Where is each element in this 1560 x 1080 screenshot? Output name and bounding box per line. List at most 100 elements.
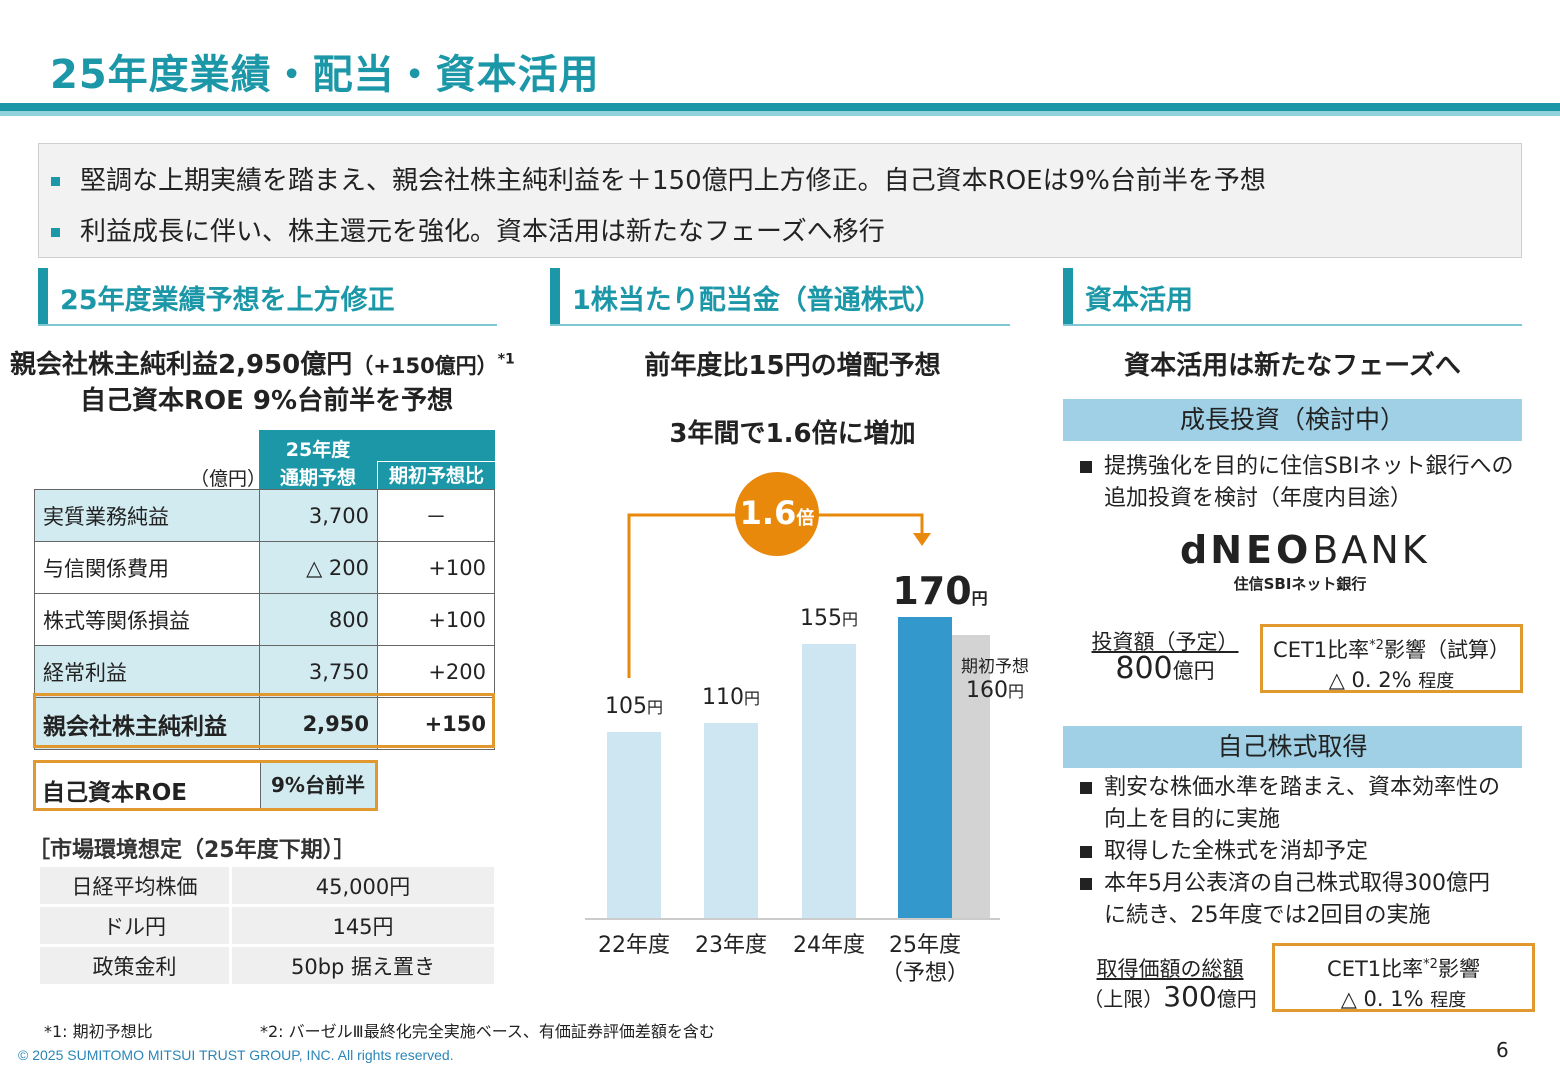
market-label: ドル円 (37, 904, 232, 947)
amount-prefix: （上限） (1083, 987, 1164, 1011)
bullet-text: 追加投資を検討（年度内目途） (1104, 486, 1413, 511)
left-headline-2: 自己資本ROE 9%台前半を予想 (80, 386, 454, 416)
bullet-text: 提携強化を目的に住信SBIネット銀行への (1104, 454, 1514, 479)
page-number: 6 (1496, 1038, 1509, 1062)
row-value: 2,950 (259, 697, 378, 750)
cet-suffix: 程度 (1418, 671, 1455, 692)
footnote-1: *1: 期初予想比 (44, 1022, 153, 1041)
summary-text: 利益成長に伴い、株主還元を強化。資本活用は新たなフェーズへ移行 (80, 217, 885, 247)
neobank-logo: dNEOBANK (1180, 528, 1430, 572)
results-table: 実質業務純益 3,700 － 与信関係費用 △ 200 +100 株式等関係損益 800 +… (34, 489, 495, 750)
growth-bullet: 提携強化を目的に住信SBIネット銀行への (1080, 451, 1514, 483)
bullet-text: 割安な株価水準を踏まえ、資本効率性の (1104, 775, 1501, 800)
capital-headline: 資本活用は新たなフェーズへ (1124, 351, 1461, 381)
invest-amount-label: 投資額（予定） (1091, 630, 1239, 654)
cet1-impact-box: CET1比率*2影響 △ 0. 1% 程度 (1272, 943, 1535, 1012)
cet-value: △ 0. 1% (1340, 987, 1424, 1011)
section-header-results: 25年度業績予想を上方修正 (38, 268, 497, 326)
badge-value: 1.6 (739, 494, 797, 532)
row-diff: +100 (377, 593, 495, 646)
cet-suffix: 程度 (1430, 990, 1467, 1011)
section-title: 25年度業績予想を上方修正 (60, 285, 395, 316)
cet1-impact-box: CET1比率*2影響（試算） △ 0. 2% 程度 (1260, 624, 1523, 693)
table-row-highlight: 親会社株主純利益 2,950 +150 (34, 697, 495, 750)
summary-bullet: 利益成長に伴い、株主還元を強化。資本活用は新たなフェーズへ移行 (51, 211, 885, 248)
buyback-bullet: 割安な株価水準を踏まえ、資本効率性の (1080, 772, 1500, 804)
amount-value: 800 (1115, 651, 1173, 686)
x-tick-label: 22年度 (598, 933, 670, 958)
left-headline-1: 親会社株主純利益2,950億円（+150億円）*1 (10, 344, 515, 381)
table-row: 政策金利 50bp 据え置き (37, 944, 497, 987)
buyback-title: 自己株式取得 (1063, 726, 1522, 768)
bullet-text: 取得した全株式を消却予定 (1104, 839, 1369, 864)
market-table: 日経平均株価 45,000円 ドル円 145円 政策金利 50bp 据え置き (37, 864, 497, 987)
cet-label: CET1比率 (1327, 957, 1424, 981)
roe-value: 9%台前半 (260, 763, 375, 808)
table-row: 株式等関係損益 800 +100 (34, 593, 495, 646)
growth-badge: 1.6倍 (735, 494, 819, 532)
footnote-marker: *2 (1369, 638, 1384, 653)
section-header-dividend: 1株当たり配当金（普通株式） (550, 268, 1010, 326)
bullet-square-icon (1080, 878, 1092, 890)
col-header-forecast: 通期予想 (279, 467, 356, 489)
title-rule (0, 103, 1560, 111)
initial-forecast-label: 期初予想 160円 (961, 656, 1029, 703)
amount-unit: 億円 (1172, 659, 1215, 683)
market-value: 50bp 据え置き (229, 944, 497, 987)
copyright: © 2025 SUMITOMO MITSUI TRUST GROUP, INC.… (18, 1047, 454, 1063)
section-title: 資本活用 (1085, 285, 1193, 316)
roe-label: 自己資本ROE (42, 780, 187, 806)
data-label: 170円 (892, 569, 988, 614)
buyback-amount-label: 取得価額の総額 (1096, 957, 1244, 981)
bullet-text: 向上を目的に実施 (1104, 807, 1281, 832)
footnote-marker: *2 (1423, 957, 1438, 972)
data-label: 155円 (799, 605, 858, 631)
bar-25年度 (898, 617, 952, 918)
cet-label2: 影響 (1437, 957, 1480, 981)
row-label: 株式等関係損益 (34, 593, 260, 646)
cet-label2: 影響（試算） (1383, 638, 1510, 662)
bullet-text: に続き、25年度では2回目の実施 (1104, 903, 1431, 928)
data-label: 105円 (604, 694, 663, 720)
dividend-headline: 前年度比15円の増配予想 (644, 351, 941, 381)
roe-box: 自己資本ROE 9%台前半 (33, 760, 378, 811)
neobank-logo-sub: 住信SBIネット銀行 (1233, 575, 1367, 593)
col-header-diff: 期初予想比 (377, 461, 495, 489)
table-row: 与信関係費用 △ 200 +100 (34, 541, 495, 594)
bar-23年度 (704, 723, 758, 918)
buyback-bullet: 本年5月公表済の自己株式取得300億円 (1080, 868, 1490, 900)
row-label: 親会社株主純利益 (34, 697, 260, 750)
section-header-capital: 資本活用 (1063, 268, 1522, 326)
title-rule-light (0, 111, 1560, 116)
unit-label: （億円） (190, 468, 267, 490)
bullet-square-icon (51, 177, 60, 186)
bullet-square-icon (1080, 461, 1092, 473)
badge-unit: 倍 (796, 508, 815, 529)
chart-baseline (585, 918, 1000, 920)
dividend-subhead: 3年間で1.6倍に増加 (669, 419, 916, 449)
headline-paren: （+150億円） (352, 354, 498, 378)
table-row: 経常利益 3,750 +200 (34, 645, 495, 698)
buyback-bullet: 取得した全株式を消却予定 (1080, 836, 1368, 868)
footnote-marker: *1 (497, 351, 515, 368)
amount-value: 300 (1163, 980, 1217, 1013)
market-title: ［市場環境想定（25年度下期）］ (28, 838, 356, 863)
row-value: △ 200 (259, 541, 378, 594)
amount-unit: 億円 (1216, 987, 1257, 1011)
row-label: 与信関係費用 (34, 541, 260, 594)
row-value: 800 (259, 593, 378, 646)
row-diff: +150 (377, 697, 495, 750)
footnote-2: *2: バーゼルⅢ最終化完全実施ベース、有価証券評価差額を含む (260, 1022, 715, 1041)
x-tick-label: 23年度 (695, 933, 767, 958)
x-tick-label: 24年度 (793, 933, 865, 958)
bar-22年度 (607, 732, 661, 918)
cet-label: CET1比率 (1273, 638, 1370, 662)
arrow-head-icon (913, 533, 931, 546)
data-label: 110円 (701, 685, 760, 711)
market-value: 145円 (229, 904, 497, 947)
headline-text: 親会社株主純利益2,950億円 (10, 350, 353, 380)
row-value: 3,700 (259, 489, 378, 542)
summary-bullet: 堅調な上期実績を踏まえ、親会社株主純利益を＋150億円上方修正。自己資本ROEは… (51, 160, 1266, 197)
bullet-square-icon (51, 228, 60, 237)
